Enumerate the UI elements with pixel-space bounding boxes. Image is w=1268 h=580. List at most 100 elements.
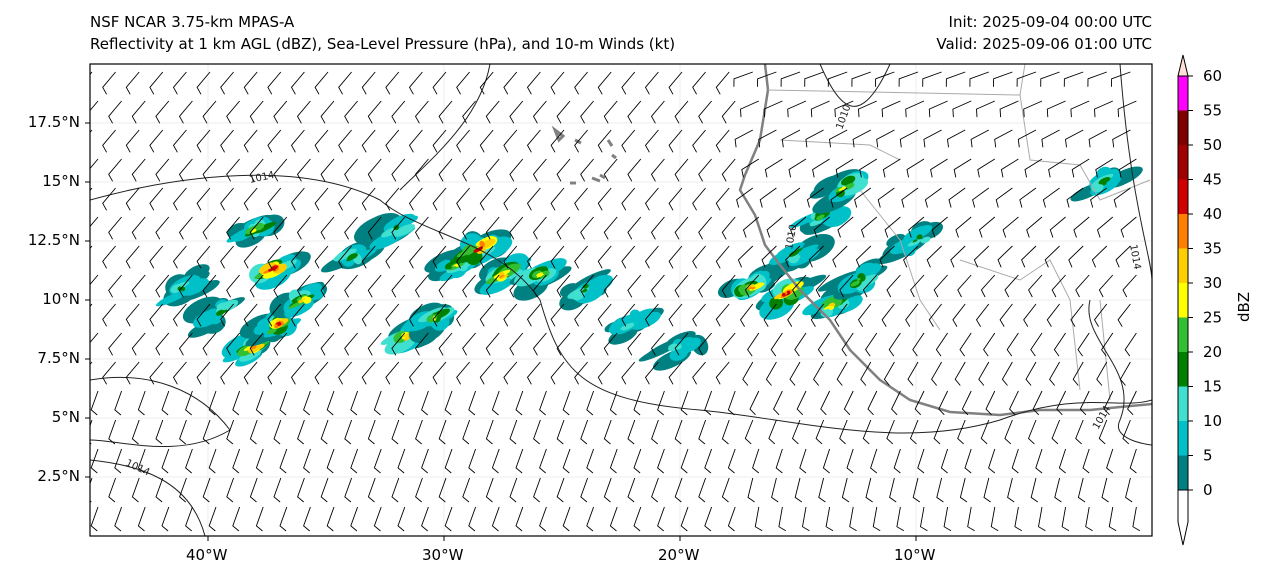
wind-barb	[817, 332, 830, 357]
wind-barb	[515, 448, 524, 474]
wind-barb	[758, 129, 777, 148]
wind-barb	[739, 303, 754, 327]
reflectivity-cell	[809, 180, 841, 199]
wind-barb	[1108, 506, 1117, 532]
wind-barb	[1042, 187, 1060, 208]
wind-barb	[715, 71, 730, 95]
wind-barb	[273, 158, 288, 182]
wind-barb	[515, 506, 524, 532]
slp-contour-1014e	[90, 459, 206, 536]
wind-barb	[314, 303, 329, 327]
wind-barb	[1006, 332, 1019, 357]
wind-barb	[957, 419, 966, 445]
wind-barb	[172, 129, 187, 153]
wind-barb	[627, 419, 636, 445]
wind-barb	[759, 187, 777, 208]
wind-barb	[90, 332, 99, 344]
wind-barb	[1004, 419, 1013, 445]
wind-barb	[881, 303, 895, 327]
wind-barb	[503, 187, 518, 211]
wind-barb	[232, 390, 241, 416]
title-model: NSF NCAR 3.75-km MPAS-A	[90, 13, 295, 31]
wind-barb	[172, 187, 187, 211]
wind-barb	[220, 361, 234, 385]
wind-barb	[621, 187, 636, 211]
wind-barb	[196, 129, 211, 153]
y-tick-label: 2.5°N	[37, 467, 80, 485]
reflectivity-cell	[479, 240, 485, 248]
wind-barb	[432, 245, 447, 269]
wind-barb	[806, 187, 824, 208]
wind-barb	[597, 129, 612, 153]
wind-barb	[747, 477, 755, 503]
wind-barb	[226, 477, 235, 503]
wind-barb	[930, 158, 948, 178]
wind-barb	[1101, 477, 1109, 503]
wind-barb	[771, 477, 779, 503]
wind-barb	[692, 303, 706, 327]
colorbar-tick-label: 20	[1203, 343, 1222, 361]
reflectivity-cell	[216, 299, 239, 313]
wind-barb	[243, 303, 258, 327]
wind-barb	[603, 100, 618, 124]
wind-barb	[138, 535, 140, 536]
wind-barb	[674, 477, 683, 503]
y-tick-label: 10°N	[42, 290, 80, 308]
wind-barb	[610, 535, 612, 536]
wind-barb	[846, 448, 854, 474]
wind-barb	[290, 245, 305, 269]
colorbar-segment	[1178, 283, 1188, 318]
reflectivity-cell	[920, 236, 931, 244]
wind-barb	[954, 361, 966, 386]
wind-barb	[344, 332, 358, 356]
wind-barb	[314, 187, 329, 211]
wind-barb	[102, 361, 116, 385]
slp-contour-1014c	[90, 376, 231, 447]
wind-barb	[469, 535, 470, 536]
wind-barb	[172, 71, 187, 95]
wind-barb	[852, 129, 872, 148]
wind-barb	[1066, 187, 1084, 208]
wind-barb	[149, 129, 164, 153]
wind-barb	[794, 477, 803, 503]
wind-barb	[479, 361, 494, 385]
wind-barb	[296, 274, 311, 298]
wind-barb	[721, 158, 736, 182]
wind-barb	[651, 477, 659, 503]
wind-barb	[485, 477, 494, 503]
wind-barb	[997, 245, 1013, 268]
wind-barb	[90, 390, 99, 416]
reflectivity-cell	[608, 314, 640, 335]
wind-barb	[1068, 245, 1084, 268]
wind-barb	[883, 361, 895, 386]
wind-barb	[931, 361, 942, 386]
wind-barb	[1122, 274, 1137, 298]
wind-barb	[296, 216, 311, 240]
wind-barb	[938, 390, 949, 416]
wind-barb	[131, 158, 146, 182]
wind-barb	[976, 100, 995, 118]
y-tick-label: 17.5°N	[27, 113, 80, 131]
wind-barb	[947, 129, 966, 148]
wind-barb	[903, 245, 919, 268]
wind-barb	[438, 332, 453, 356]
wind-barb	[202, 477, 211, 503]
wind-barb	[650, 274, 665, 298]
wind-barb	[125, 245, 140, 269]
wind-barb	[550, 129, 565, 153]
wind-barb	[503, 303, 518, 327]
wind-barb	[721, 419, 730, 445]
wind-barb	[550, 303, 565, 327]
wind-barb	[196, 187, 211, 211]
wind-barb	[509, 274, 524, 298]
wind-barb	[326, 506, 335, 532]
wind-barb	[957, 274, 972, 298]
wind-barb	[621, 303, 636, 327]
wind-barb	[597, 245, 612, 269]
wind-barb	[810, 303, 824, 327]
wind-barb	[1019, 187, 1037, 208]
wind-barb	[651, 419, 659, 445]
wind-barb	[633, 448, 642, 474]
colorbar-tick-label: 40	[1203, 205, 1222, 223]
wind-barb	[249, 477, 258, 503]
